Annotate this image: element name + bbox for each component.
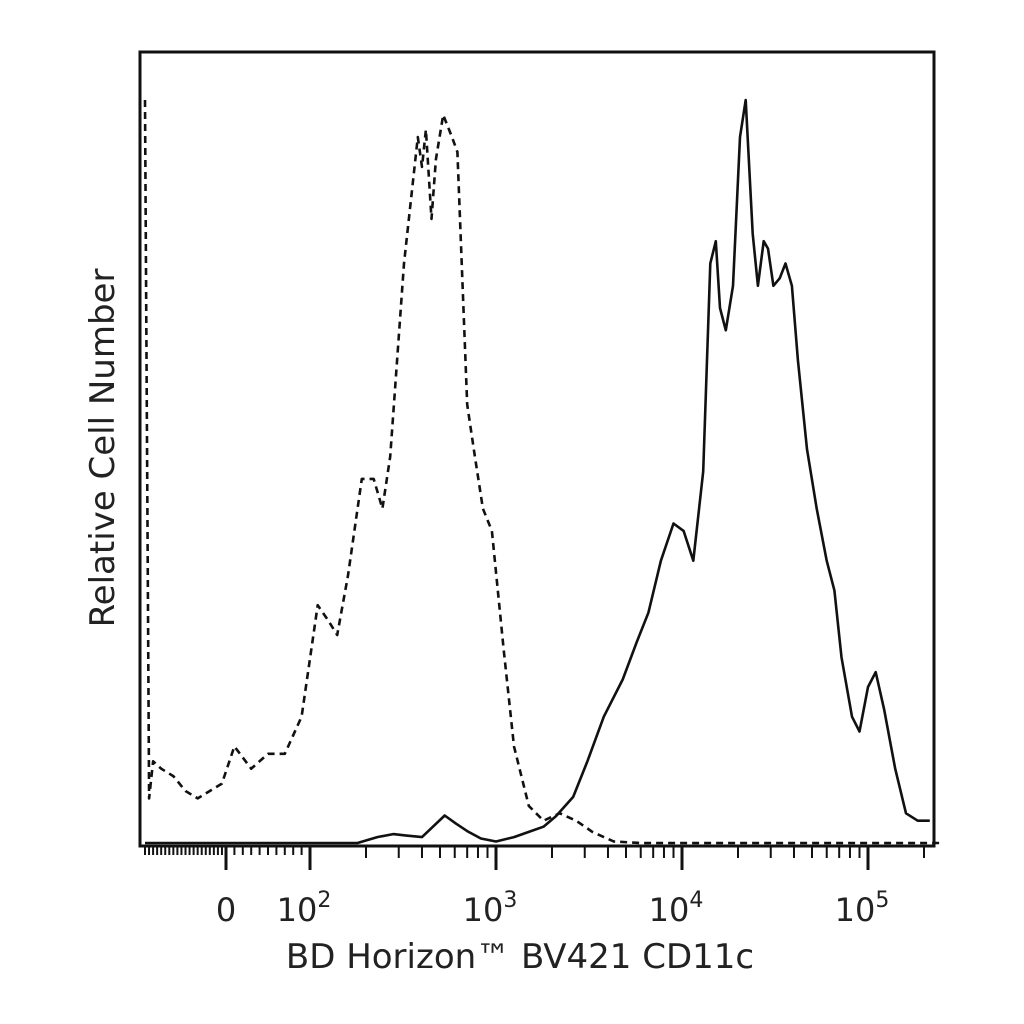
x-tick-label: 102 [277, 888, 332, 929]
y-axis-label: Relative Cell Number [83, 269, 123, 628]
series-line-dashed [143, 99, 942, 845]
x-axis-label: BD Horizon™ BV421 CD11c [286, 937, 754, 977]
x-tick-label-base: 10 [277, 891, 318, 929]
x-tick-label: 104 [649, 888, 704, 929]
x-tick-label-exponent: 3 [503, 888, 517, 913]
x-tick-label: 103 [463, 888, 518, 929]
x-axis-ticks [144, 846, 925, 870]
plot-frame [138, 50, 936, 848]
x-axis-tick-labels: 0 102 103 104 105 [216, 888, 890, 929]
x-tick-label-base: 10 [463, 891, 504, 929]
x-tick-label-exponent: 5 [875, 888, 889, 913]
x-tick-label: 105 [835, 888, 890, 929]
series-group [143, 98, 942, 845]
x-tick-label-base: 10 [649, 891, 690, 929]
x-tick-label-exponent: 2 [317, 888, 331, 913]
series-line-solid [145, 98, 930, 845]
x-tick-label-exponent: 4 [689, 888, 703, 913]
x-tick-label-base: 0 [216, 891, 236, 929]
x-tick-label: 0 [216, 891, 236, 929]
x-tick-label-base: 10 [835, 891, 876, 929]
